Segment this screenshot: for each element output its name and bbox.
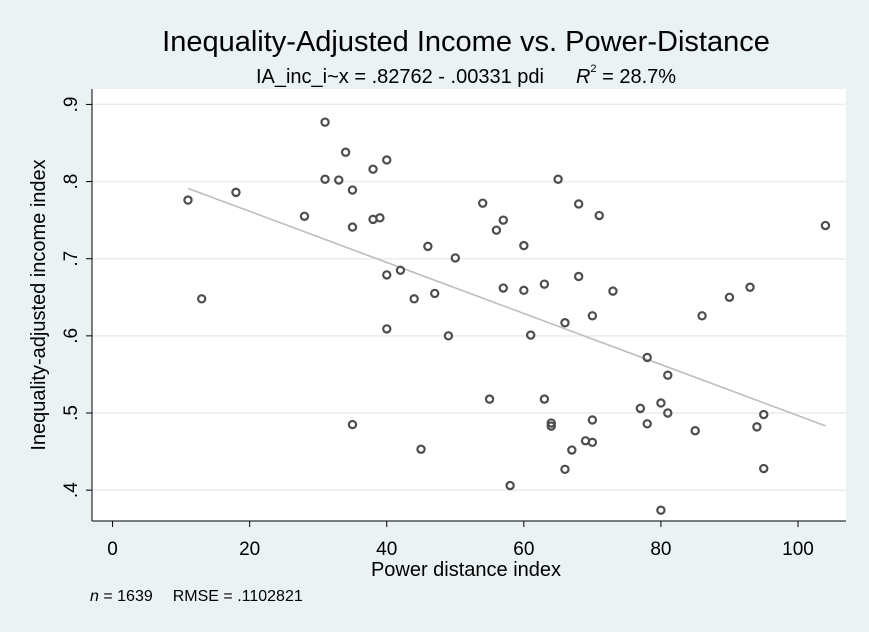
data-point: [491, 225, 502, 235]
data-point: [656, 505, 666, 515]
data-point: [196, 294, 207, 304]
y-tick-label: .6: [61, 328, 82, 344]
data-point: [539, 394, 550, 404]
data-point: [334, 175, 344, 185]
data-point: [498, 283, 508, 293]
data-point: [368, 164, 378, 174]
data-point: [573, 271, 584, 282]
data-point: [519, 285, 529, 296]
data-point: [820, 220, 831, 231]
data-point: [587, 415, 598, 425]
fit-line-layer: [187, 187, 826, 427]
data-point: [546, 421, 556, 431]
data-point: [347, 419, 358, 430]
y-axis: .4 .5 .6 .7 .8 .9: [61, 89, 93, 521]
data-point: [416, 444, 426, 454]
data-point: [690, 426, 700, 436]
data-point: [443, 331, 454, 341]
data-point: [663, 370, 673, 380]
data-point: [423, 241, 433, 252]
data-point: [635, 403, 646, 414]
plot-background: [92, 89, 846, 521]
y-axis-label: Inequality-adjusted income index: [28, 159, 50, 450]
data-point: [320, 174, 330, 184]
data-point: [347, 222, 358, 232]
y-tick-label: .9: [61, 96, 82, 112]
data-point: [430, 288, 440, 299]
x-tick-label: 80: [650, 539, 671, 560]
chart-subtitle: IA_inc_i~x = .82762 - .00331 pdi R2 = 28.…: [256, 63, 676, 88]
footnote-n-value: = 1639: [99, 588, 153, 605]
x-tick-label: 40: [376, 539, 397, 560]
data-point: [539, 279, 550, 289]
data-point: [567, 445, 577, 455]
data-point: [553, 174, 563, 184]
data-point: [347, 185, 358, 195]
data-point: [724, 292, 735, 302]
data-point: [745, 282, 755, 292]
data-point: [560, 318, 570, 328]
data-point: [505, 480, 515, 491]
data-point: [382, 324, 392, 334]
footnote-rmse: RMSE = .1102821: [173, 588, 303, 605]
data-point: [320, 117, 330, 127]
data-point: [587, 437, 598, 448]
chart-footnote: n = 1639 RMSE = .1102821: [90, 588, 303, 605]
data-point: [656, 398, 666, 408]
y-tick-label: .5: [61, 405, 82, 421]
y-tick-label: .8: [61, 174, 82, 190]
data-point: [375, 213, 385, 223]
data-points: [183, 117, 831, 515]
data-point: [525, 330, 536, 340]
x-tick-label: 100: [782, 539, 814, 560]
data-point: [573, 199, 584, 209]
gridlines: [92, 103, 846, 491]
data-point: [594, 210, 604, 221]
data-point: [663, 408, 673, 418]
data-point: [759, 409, 769, 420]
data-point: [697, 311, 707, 321]
data-point: [498, 215, 508, 225]
data-point: [450, 253, 460, 263]
data-point: [340, 147, 351, 157]
data-point: [587, 311, 598, 321]
x-axis-label: Power distance index: [371, 559, 561, 581]
subtitle-r2-exponent: 2: [590, 63, 596, 75]
subtitle-r2-value: = 28.7%: [597, 66, 677, 88]
x-axis: 0 20 40 60 80 100: [92, 520, 846, 560]
chart-title: Inequality-Adjusted Income vs. Power-Dis…: [162, 26, 770, 58]
data-point: [183, 195, 193, 205]
footnote-n-letter: n: [90, 588, 99, 605]
data-point: [759, 463, 769, 474]
data-point: [395, 265, 406, 275]
data-point: [642, 419, 652, 429]
data-point: [546, 418, 556, 428]
data-point: [519, 240, 529, 251]
data-point: [484, 394, 495, 404]
data-point: [642, 352, 652, 363]
data-point: [560, 464, 570, 475]
y-tick-label: .4: [61, 482, 82, 498]
plot-area: .4 .5 .6 .7 .8 .9 0 20 40 60 80 100: [61, 89, 846, 560]
subtitle-r2-letter: R: [576, 66, 590, 88]
x-tick-label: 60: [513, 539, 534, 560]
data-point: [382, 270, 392, 280]
data-point: [608, 286, 618, 296]
data-point: [409, 294, 419, 304]
data-point: [299, 211, 310, 221]
fit-line: [187, 187, 826, 427]
data-point: [231, 187, 241, 198]
subtitle-equation: IA_inc_i~x = .82762 - .00331 pdi: [256, 66, 544, 88]
data-point: [752, 422, 762, 432]
x-tick-label: 20: [239, 539, 260, 560]
data-point: [382, 155, 392, 165]
x-tick-label: 0: [107, 539, 118, 560]
y-tick-label: .7: [61, 251, 82, 267]
data-point: [478, 198, 488, 208]
